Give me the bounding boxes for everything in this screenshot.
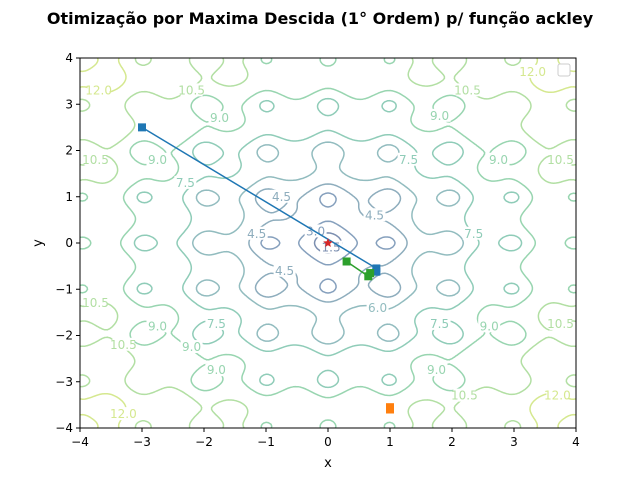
legend (557, 63, 571, 77)
contour-label-bg (273, 263, 296, 277)
contour-label-bg (363, 208, 386, 222)
descent-path-point (372, 267, 381, 276)
contour-label: 12.0 (519, 65, 546, 79)
y-tick-label: −4 (55, 421, 73, 435)
contour-label-bg (549, 316, 572, 330)
x-tick-label: 0 (324, 435, 332, 449)
contour-label: 10.5 (547, 153, 574, 167)
contour-label-bg (208, 111, 231, 125)
contour-label: 10.5 (82, 296, 109, 310)
x-tick-label: 2 (448, 435, 456, 449)
optimum-star-marker (323, 238, 333, 247)
y-axis-ticks: −4 −3 −2 −1 0 1 2 3 4 (55, 51, 80, 435)
contour-label: 9.0 (480, 319, 499, 333)
descent-path-point (342, 257, 351, 266)
y-tick-label: −3 (55, 375, 73, 389)
contour-label: 4.5 (275, 264, 294, 278)
contour-label-bg (205, 316, 228, 330)
contour-label: 7.5 (399, 153, 418, 167)
contour-label: 12.0 (544, 389, 571, 403)
x-tick-label: 3 (510, 435, 518, 449)
contour-label-bg (146, 319, 169, 333)
contour-label: 6.0 (368, 301, 387, 315)
contour-label-bg (453, 388, 476, 402)
x-tick-label: −3 (133, 435, 151, 449)
contour-label-bg (84, 152, 107, 166)
contour-label-bg (428, 316, 451, 330)
contour-label-bg (180, 83, 203, 97)
x-tick-label: 4 (572, 435, 580, 449)
contour-label: 10.5 (82, 153, 109, 167)
x-tick-label: −2 (195, 435, 213, 449)
contour-label: 9.0 (210, 111, 229, 125)
contour-label: 9.0 (148, 153, 167, 167)
x-axis-ticks: −4 −3 −2 −1 0 1 2 3 4 (71, 428, 580, 449)
y-tick-label: 2 (65, 144, 73, 158)
contour-label: 10.5 (454, 83, 481, 97)
y-tick-label: 1 (65, 190, 73, 204)
contour-label: 7.5 (207, 317, 226, 331)
contour-label-bg (478, 319, 501, 333)
contour-label-bg (521, 64, 544, 78)
contour-label: 9.0 (207, 363, 226, 377)
contour-label: 10.5 (451, 389, 478, 403)
contour-label-bg (245, 226, 268, 240)
contour-label-bg (397, 152, 420, 166)
contour-label-bg (425, 363, 448, 377)
x-tick-label: −4 (71, 435, 89, 449)
contour-label-bg (87, 83, 110, 97)
contour-label: 10.5 (547, 317, 574, 331)
contour-label-bg (174, 175, 197, 189)
contour-label: 9.0 (427, 363, 446, 377)
contour-label: 9.0 (182, 340, 201, 354)
contour-label-bg (549, 152, 572, 166)
contour-label: 4.5 (365, 208, 384, 222)
contour-label: 4.5 (247, 227, 266, 241)
contour-label: 7.5 (176, 176, 195, 190)
contour-label-bg (487, 152, 510, 166)
x-tick-label: −1 (257, 435, 275, 449)
x-axis-label: x (324, 456, 332, 471)
chart-title: Otimização por Maxima Descida (1° Ordem)… (47, 9, 594, 28)
contour-label-bg (546, 388, 569, 402)
contour-label-bg (456, 83, 479, 97)
contour-label: 12.0 (110, 407, 137, 421)
y-tick-label: 3 (65, 97, 73, 111)
descent-path-point (138, 123, 146, 132)
contour-label: 10.5 (110, 338, 137, 352)
contour-label: 9.0 (148, 319, 167, 333)
contour-label: 4.5 (272, 190, 291, 204)
contour-label-bg (84, 296, 107, 310)
contour-label-bg (112, 407, 135, 421)
contour-label-bg (366, 300, 389, 314)
contour-label: 10.5 (178, 83, 205, 97)
y-tick-label: −1 (55, 282, 73, 296)
contour-label-bg (112, 337, 135, 351)
contour-level-line (80, 58, 576, 428)
y-tick-label: −2 (55, 329, 73, 343)
contour-label-bg (428, 108, 451, 122)
descent-path-point (386, 405, 394, 414)
contour-level-line (191, 141, 465, 345)
contour-label: 7.5 (464, 227, 483, 241)
descent-paths (138, 123, 394, 414)
contour-label-bg (180, 340, 203, 354)
contour-label: 9.0 (430, 109, 449, 123)
legend-box (557, 63, 571, 77)
contour-label-bg (205, 363, 228, 377)
y-tick-label: 0 (65, 236, 73, 250)
contour-label: 7.5 (430, 317, 449, 331)
contour-level-line (133, 97, 523, 389)
x-tick-label: 1 (386, 435, 394, 449)
descent-path-point (366, 269, 375, 278)
y-tick-label: 4 (65, 51, 73, 65)
contour-label-bg (146, 152, 169, 166)
contour-label: 12.0 (85, 83, 112, 97)
y-axis-label: y (31, 239, 46, 247)
contour-label-bg (270, 189, 293, 203)
contour-labels: 1.53.04.54.54.54.56.07.57.57.57.5 7.59.0 9… (82, 64, 574, 421)
contour-label-bg (462, 226, 485, 240)
contour-label: 9.0 (489, 153, 508, 167)
